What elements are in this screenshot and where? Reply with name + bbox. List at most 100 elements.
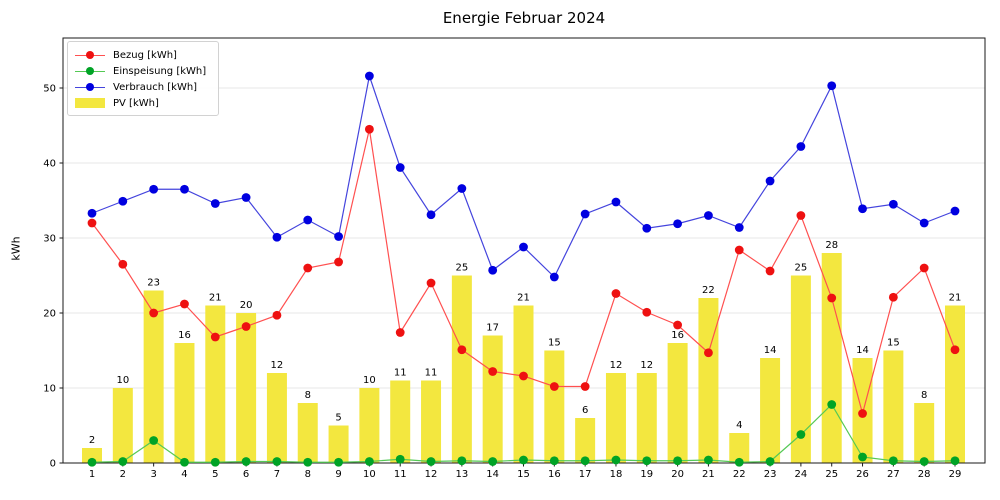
data-point (796, 211, 806, 220)
data-point (334, 457, 343, 467)
legend-label-pv: PV [kWh] (113, 97, 159, 109)
x-tick-label: 1 (89, 469, 95, 480)
data-point (673, 219, 683, 229)
data-point (673, 456, 683, 466)
pv-bar (605, 373, 626, 463)
pv-bar-label: 12 (640, 360, 653, 371)
x-tick-label: 7 (274, 469, 280, 480)
pv-bar-label: 17 (486, 323, 499, 334)
pv-bar-label: 22 (702, 285, 715, 296)
y-tick-label: 10 (43, 384, 56, 395)
data-point (241, 322, 251, 331)
pv-bar-label: 21 (517, 293, 530, 304)
pv-bar (790, 275, 811, 463)
data-point (642, 307, 652, 317)
data-point (118, 457, 128, 466)
legend-swatch-line-dot-icon (75, 81, 105, 93)
legend-item-einspeisung: Einspeisung [kWh] (75, 63, 212, 79)
pv-bar (636, 373, 657, 463)
legend-swatch-line-dot-icon (75, 65, 105, 77)
data-point (858, 452, 867, 462)
data-point (673, 320, 683, 330)
pv-bar-label: 12 (271, 360, 284, 371)
x-tick-label: 19 (640, 469, 653, 480)
series-verbrauch (87, 71, 960, 282)
x-tick-label: 2 (120, 469, 126, 480)
data-point (272, 232, 282, 242)
data-point (827, 81, 837, 91)
pv-bar-label: 14 (764, 345, 777, 356)
pv-bar-label: 8 (921, 390, 927, 401)
x-tick-label: 8 (305, 469, 311, 480)
data-point (426, 457, 436, 466)
pv-bar-label: 16 (671, 330, 684, 341)
pv-bar-label: 14 (856, 345, 869, 356)
chart-title: Energie Februar 2024 (442, 9, 606, 27)
data-point (919, 263, 929, 273)
data-point (549, 382, 559, 391)
data-point (334, 232, 343, 241)
data-point (118, 259, 128, 269)
data-point (888, 292, 898, 302)
pv-bar-label: 11 (425, 368, 438, 379)
pv-bar-label: 11 (394, 368, 407, 379)
data-point (888, 199, 898, 209)
data-point (827, 293, 837, 303)
pv-bar (82, 448, 102, 463)
pv-bar (359, 388, 380, 463)
data-point (888, 456, 898, 466)
data-point (303, 263, 313, 273)
data-point (549, 456, 559, 466)
pv-bar (760, 358, 781, 463)
x-tick-label: 14 (486, 469, 499, 480)
pv-bar-label: 20 (240, 300, 253, 311)
data-point (87, 208, 97, 218)
pv-bar (729, 433, 750, 463)
data-point (180, 184, 189, 194)
legend-swatch-line-dot-icon (75, 49, 105, 61)
data-point (118, 196, 128, 206)
pv-bar (575, 418, 596, 463)
x-tick-label: 11 (394, 469, 407, 480)
pv-bar-label: 21 (209, 293, 222, 304)
data-point (364, 457, 374, 466)
x-tick-label: 13 (455, 469, 468, 480)
x-tick-label: 24 (795, 469, 808, 480)
data-point (765, 176, 775, 186)
pv-bar (297, 403, 318, 463)
data-point (611, 289, 621, 298)
x-tick-label: 5 (212, 469, 218, 480)
pv-bar (328, 425, 349, 463)
data-point (734, 245, 744, 255)
pv-bar-label: 10 (116, 375, 129, 386)
data-point (210, 332, 220, 342)
x-tick-label: 12 (425, 469, 438, 480)
x-tick-label: 22 (733, 469, 746, 480)
data-point (580, 382, 590, 391)
data-point (180, 299, 189, 309)
data-point (950, 206, 960, 216)
data-point (580, 209, 590, 219)
series-bezug (87, 124, 960, 418)
pv-bar (482, 335, 503, 463)
data-point (519, 242, 528, 252)
data-point (580, 456, 590, 466)
y-tick-label: 30 (43, 234, 56, 245)
data-point (734, 457, 744, 467)
series-einspeisung (87, 400, 960, 467)
data-point (765, 266, 775, 276)
data-point (149, 184, 159, 194)
data-point (457, 345, 467, 355)
data-point (704, 455, 713, 465)
pv-bar-label: 23 (147, 278, 160, 289)
legend-label-bezug: Bezug [kWh] (113, 49, 177, 61)
pv-bar (236, 313, 257, 463)
x-tick-label: 18 (610, 469, 623, 480)
pv-bar (266, 373, 287, 463)
pv-bar-label: 10 (363, 375, 376, 386)
y-tick-label: 50 (43, 84, 56, 95)
data-point (611, 455, 621, 465)
x-tick-label: 21 (702, 469, 715, 480)
